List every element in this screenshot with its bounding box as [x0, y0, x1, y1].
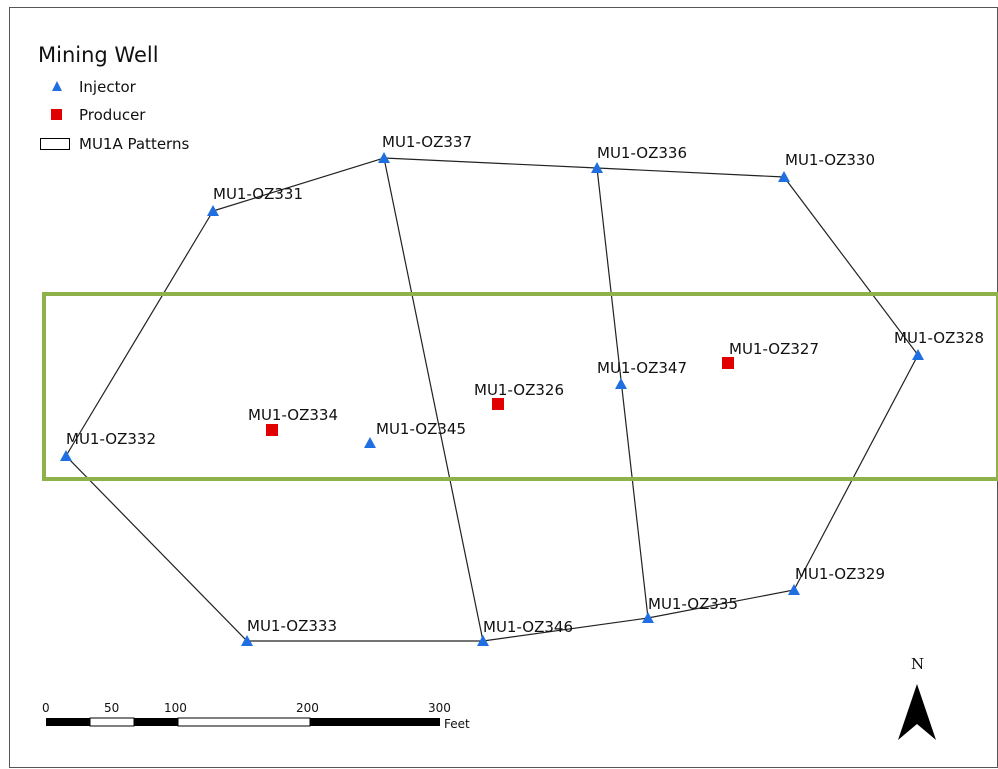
legend-item-injector: Injector — [79, 78, 137, 96]
well-label: MU1-OZ335 — [648, 595, 738, 613]
pattern-legend-icon — [40, 138, 70, 150]
well-label: MU1-OZ346 — [483, 618, 573, 636]
injector-icon — [615, 378, 627, 389]
scale-bar: 0 50 100 200 300 Feet — [42, 701, 470, 731]
well-mu1-oz327: MU1-OZ327 — [722, 340, 819, 369]
well-mu1-oz326: MU1-OZ326 — [474, 381, 564, 410]
producer-legend-icon — [51, 109, 62, 120]
legend-title: Mining Well — [38, 43, 159, 67]
north-arrow-icon — [898, 684, 917, 740]
injector-icon — [364, 437, 376, 448]
well-mu1-oz335: MU1-OZ335 — [642, 595, 738, 623]
injector-icon — [788, 584, 800, 595]
north-arrow-icon-right — [917, 684, 936, 740]
well-mu1-oz328: MU1-OZ328 — [894, 329, 984, 360]
well-mu1-oz330: MU1-OZ330 — [778, 151, 875, 182]
producer-icon — [722, 357, 734, 369]
legend-item-producer: Producer — [79, 106, 146, 124]
scale-tick-300: 300 — [428, 701, 451, 715]
legend: Mining Well Injector Producer MU1A Patte… — [38, 43, 189, 153]
north-arrow: N — [898, 655, 936, 740]
producer-icon — [492, 398, 504, 410]
scale-tick-200: 200 — [296, 701, 319, 715]
north-label: N — [911, 655, 924, 673]
well-mu1-oz331: MU1-OZ331 — [207, 185, 303, 216]
scale-tick-50: 50 — [104, 701, 119, 715]
well-label: MU1-OZ329 — [795, 565, 885, 583]
map-frame — [9, 7, 998, 768]
injector-icon — [591, 162, 603, 173]
scale-unit: Feet — [444, 717, 470, 731]
scale-seg-3 — [134, 718, 178, 726]
well-label: MU1-OZ333 — [247, 617, 337, 635]
injector-icon — [642, 612, 654, 623]
scale-seg-1 — [46, 718, 90, 726]
well-label: MU1-OZ328 — [894, 329, 984, 347]
wells-layer: MU1-OZ337 MU1-OZ336 MU1-OZ330 MU1-OZ331 MU1-… — [60, 133, 984, 646]
well-label: MU1-OZ330 — [785, 151, 875, 169]
well-mu1-oz336: MU1-OZ336 — [591, 144, 687, 173]
well-label: MU1-OZ332 — [66, 430, 156, 448]
well-mu1-oz333: MU1-OZ333 — [241, 617, 337, 646]
injector-icon — [912, 349, 924, 360]
injector-icon — [60, 450, 72, 461]
injector-icon — [241, 635, 253, 646]
injector-icon — [778, 171, 790, 182]
scale-seg-4 — [177, 717, 311, 727]
well-mu1-oz346: MU1-OZ346 — [477, 618, 573, 646]
producer-icon — [266, 424, 278, 436]
scale-seg-2 — [89, 717, 135, 727]
well-label: MU1-OZ347 — [597, 359, 687, 377]
injector-icon — [378, 152, 390, 163]
injector-icon — [477, 635, 489, 646]
pattern-divider-2 — [596, 167, 649, 619]
legend-item-patterns: MU1A Patterns — [79, 135, 189, 153]
injector-icon — [207, 205, 219, 216]
pattern-divider-1 — [383, 157, 484, 642]
scale-seg-5 — [310, 718, 440, 726]
scale-tick-0: 0 — [42, 701, 50, 715]
well-mu1-oz329: MU1-OZ329 — [788, 565, 885, 595]
well-label: MU1-OZ331 — [213, 185, 303, 203]
well-label: MU1-OZ337 — [382, 133, 472, 151]
well-label: MU1-OZ326 — [474, 381, 564, 399]
well-label: MU1-OZ336 — [597, 144, 687, 162]
highlight-box — [42, 292, 998, 481]
well-mu1-oz334: MU1-OZ334 — [248, 406, 338, 436]
well-label: MU1-OZ327 — [729, 340, 819, 358]
well-mu1-oz347: MU1-OZ347 — [597, 359, 687, 389]
scale-tick-100: 100 — [164, 701, 187, 715]
well-mu1-oz345: MU1-OZ345 — [364, 420, 466, 448]
well-label: MU1-OZ345 — [376, 420, 466, 438]
well-label: MU1-OZ334 — [248, 406, 338, 424]
well-mu1-oz332: MU1-OZ332 — [60, 430, 156, 461]
well-mu1-oz337: MU1-OZ337 — [378, 133, 472, 163]
injector-legend-icon — [52, 81, 62, 91]
